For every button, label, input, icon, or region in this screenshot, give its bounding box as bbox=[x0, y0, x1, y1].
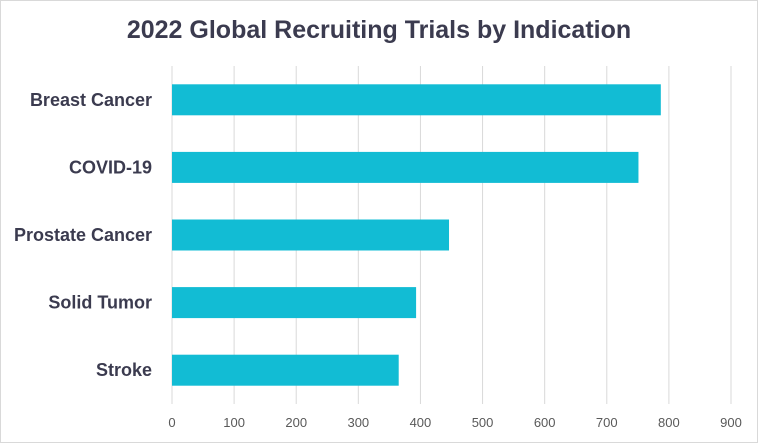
x-tick-label: 600 bbox=[534, 415, 556, 430]
x-tick-label: 800 bbox=[658, 415, 680, 430]
x-tick-label: 700 bbox=[596, 415, 618, 430]
bar-solid-tumor bbox=[172, 287, 417, 319]
bar-breast-cancer bbox=[172, 84, 661, 116]
x-tick-label: 300 bbox=[347, 415, 369, 430]
bars bbox=[172, 84, 661, 386]
bar-prostate-cancer bbox=[172, 219, 450, 251]
x-tick-labels: 0 100 200 300 400 500 600 700 800 900 bbox=[168, 415, 741, 430]
category-label: Solid Tumor bbox=[48, 293, 152, 313]
category-label: Breast Cancer bbox=[30, 90, 152, 110]
category-label: Stroke bbox=[96, 360, 152, 380]
chart-title: 2022 Global Recruiting Trials by Indicat… bbox=[126, 16, 632, 44]
category-label: COVID-19 bbox=[69, 157, 152, 177]
x-tick-label: 100 bbox=[223, 415, 245, 430]
bar-covid-19 bbox=[172, 151, 639, 183]
category-labels: Breast Cancer COVID-19 Prostate Cancer Soli… bbox=[14, 90, 152, 380]
x-tick-label: 0 bbox=[168, 415, 175, 430]
x-tick-label: 500 bbox=[472, 415, 494, 430]
x-tick-label: 900 bbox=[720, 415, 742, 430]
bar-stroke bbox=[172, 354, 399, 386]
x-tick-label: 400 bbox=[410, 415, 432, 430]
x-tick-label: 200 bbox=[285, 415, 307, 430]
category-label: Prostate Cancer bbox=[14, 225, 152, 245]
